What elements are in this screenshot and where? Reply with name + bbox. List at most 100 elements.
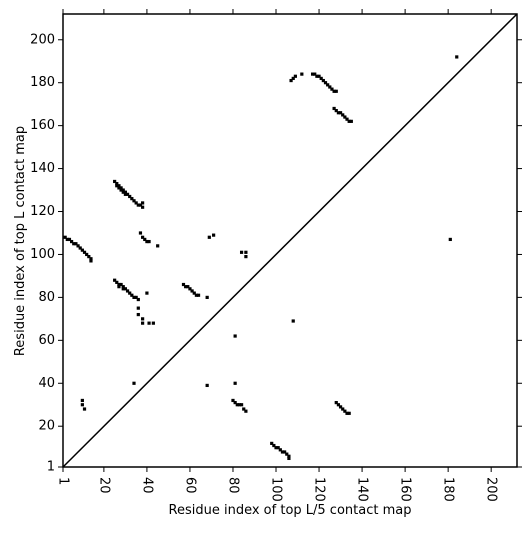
y-tick-label: 120 xyxy=(30,204,55,219)
contact-point xyxy=(117,282,121,287)
contact-point xyxy=(128,291,132,295)
contact-point xyxy=(132,295,136,299)
contact-point xyxy=(117,186,121,190)
contact-point xyxy=(136,306,140,310)
contact-point xyxy=(336,403,341,407)
contact-point xyxy=(119,282,123,287)
contact-point xyxy=(132,199,136,203)
contact-point xyxy=(341,113,345,117)
contact-point xyxy=(89,259,93,263)
contact-point xyxy=(347,411,351,415)
plot-frame xyxy=(62,13,518,468)
contact-point xyxy=(141,201,145,205)
contact-point xyxy=(341,407,345,411)
contact-point xyxy=(326,83,330,87)
contact-point xyxy=(233,400,237,405)
contact-point xyxy=(181,282,186,287)
x-axis-label: Residue index of top L/5 contact map xyxy=(169,503,412,518)
x-tick-label: 200 xyxy=(484,477,499,502)
contact-point xyxy=(89,257,93,261)
y-tick-label: 180 xyxy=(30,75,55,90)
contact-point xyxy=(136,312,140,317)
contact-point xyxy=(291,319,295,323)
contact-point xyxy=(80,403,84,407)
x-tick-label: 140 xyxy=(355,477,370,502)
contact-point xyxy=(80,248,84,252)
contact-point xyxy=(141,317,145,321)
contact-point xyxy=(205,295,209,299)
x-tick-label: 180 xyxy=(441,477,456,502)
y-tick-label: 160 xyxy=(30,118,55,133)
contact-point xyxy=(345,411,349,415)
contact-point xyxy=(82,250,87,254)
contact-point xyxy=(156,244,160,248)
contact-point xyxy=(323,81,328,85)
contact-point xyxy=(283,450,287,454)
contact-point xyxy=(132,381,136,385)
y-tick-label: 40 xyxy=(38,376,55,391)
contact-point xyxy=(233,334,237,338)
x-tick-label: 60 xyxy=(182,477,197,494)
contact-point xyxy=(121,285,125,289)
x-tick-label: 100 xyxy=(269,477,284,502)
contact-point xyxy=(212,233,216,237)
contact-point xyxy=(349,119,353,123)
diagonal xyxy=(62,13,518,468)
contact-point xyxy=(205,383,209,388)
contact-point xyxy=(319,76,323,81)
contact-point xyxy=(134,295,138,299)
contact-point xyxy=(141,235,145,239)
contact-point xyxy=(196,293,201,297)
contact-point xyxy=(115,280,119,284)
contact-point xyxy=(121,190,125,194)
contact-point xyxy=(347,119,351,123)
contact-point xyxy=(334,89,338,93)
contact-point xyxy=(136,203,140,207)
contact-point xyxy=(65,237,69,242)
contact-point xyxy=(147,239,151,244)
contact-point xyxy=(244,250,248,254)
contact-point xyxy=(293,74,297,78)
contact-point xyxy=(321,78,325,83)
y-tick-label: 20 xyxy=(38,419,55,434)
contact-point xyxy=(270,441,274,445)
contact-point xyxy=(113,179,117,184)
contact-point xyxy=(186,285,190,289)
contact-point xyxy=(119,186,123,190)
x-tick-label: 80 xyxy=(225,477,240,494)
contact-point xyxy=(123,190,127,194)
contact-point xyxy=(272,443,276,448)
x-tick-label: 160 xyxy=(398,477,413,502)
contact-point xyxy=(345,117,349,121)
contact-point xyxy=(74,242,78,246)
contact-point xyxy=(338,111,343,115)
contact-point xyxy=(117,184,121,188)
contact-point xyxy=(125,192,130,196)
contact-point xyxy=(239,250,244,254)
x-tick-label: 120 xyxy=(312,477,327,502)
contact-point xyxy=(315,74,319,78)
y-tick-label: 80 xyxy=(38,290,55,305)
y-tick-label: 60 xyxy=(38,333,55,348)
contact-point xyxy=(85,252,89,257)
contact-point xyxy=(130,293,134,297)
contact-point xyxy=(117,285,121,289)
contact-point xyxy=(239,403,244,407)
contact-point xyxy=(338,405,343,409)
y-tick-label: 140 xyxy=(30,161,55,176)
contact-point xyxy=(121,188,125,192)
contact-point xyxy=(123,192,127,196)
y-tick-label: 100 xyxy=(30,247,55,262)
x-tick-label: 20 xyxy=(96,477,111,494)
contact-point xyxy=(330,87,334,91)
contact-point xyxy=(78,246,82,250)
x-tick-label: 1 xyxy=(56,477,71,485)
contact-point xyxy=(147,321,151,325)
contact-point xyxy=(141,205,145,209)
contact-point xyxy=(233,381,237,385)
contact-point xyxy=(145,239,149,244)
contact-point xyxy=(130,197,134,201)
contact-point xyxy=(80,398,84,403)
contact-point xyxy=(455,55,459,59)
y-tick-label: 1 xyxy=(47,460,55,475)
